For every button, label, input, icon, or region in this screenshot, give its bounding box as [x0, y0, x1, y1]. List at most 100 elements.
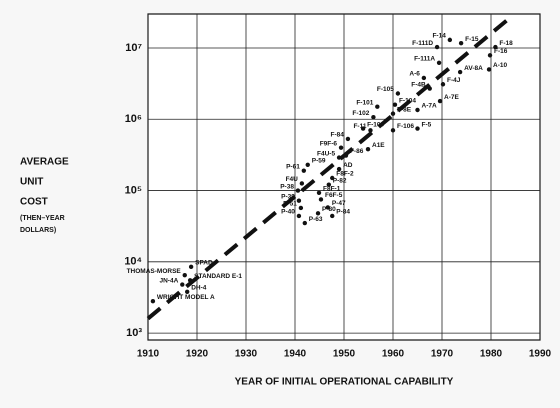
point-label: F-84 — [331, 132, 345, 139]
point-label: F4U-5 — [317, 150, 335, 157]
y-tick-label: 10⁵ — [125, 184, 142, 196]
point-label: A-6 — [409, 71, 420, 78]
data-point — [437, 98, 443, 104]
data-point — [338, 145, 344, 150]
data-point — [185, 289, 190, 294]
data-point — [371, 114, 376, 120]
point-label: F-100 — [367, 121, 384, 128]
point-label: F-14 — [432, 33, 446, 40]
data-point — [493, 44, 498, 50]
x-tick-label: 1910 — [137, 349, 160, 360]
point-label: DH-4 — [191, 284, 207, 291]
data-point — [458, 40, 464, 46]
point-label: F-111D — [412, 40, 433, 47]
data-point — [360, 126, 366, 131]
data-point — [457, 69, 463, 75]
point-label: F8F-1 — [323, 186, 341, 193]
x-tick-label: 1980 — [480, 349, 503, 360]
x-tick-label: 1930 — [235, 349, 258, 360]
x-tick-label: 1940 — [284, 349, 307, 360]
data-point — [487, 53, 493, 58]
data-point — [150, 299, 156, 304]
point-label: F-15 — [465, 36, 479, 43]
point-label: F-111A — [414, 56, 435, 63]
point-label: WRIGHT MODEL A — [157, 294, 215, 301]
data-point — [434, 44, 440, 50]
data-point — [486, 67, 492, 72]
point-label: F-8E — [397, 106, 412, 113]
data-point — [368, 128, 373, 133]
point-label: A-7E — [444, 94, 459, 101]
x-tick-label: 1950 — [333, 349, 356, 360]
data-point — [301, 168, 307, 173]
data-point — [440, 82, 446, 87]
point-label: P-51 — [283, 201, 297, 208]
x-axis-label: YEAR OF INITIAL OPERATIONAL CAPABILITY — [235, 377, 454, 388]
data-point — [392, 102, 398, 107]
data-point — [315, 211, 321, 216]
data-point — [188, 264, 194, 270]
point-label: STANDARD E-1 — [194, 273, 242, 280]
data-point — [299, 181, 305, 186]
point-label: F-101 — [356, 99, 373, 106]
data-point — [421, 75, 427, 81]
data-point — [390, 111, 396, 116]
point-label: AD — [343, 162, 353, 169]
y-axis-label: UNIT — [20, 177, 43, 188]
data-point — [182, 272, 187, 278]
trend-line — [146, 15, 512, 321]
point-label: P-40 — [281, 209, 295, 216]
point-label: A1E — [372, 142, 385, 149]
data-point — [302, 220, 307, 226]
x-tick-label: 1990 — [529, 349, 552, 360]
point-label: P-38 — [280, 183, 294, 190]
y-tick-label: 10⁶ — [125, 113, 142, 125]
y-axis-label: COST — [20, 197, 48, 208]
point-label: P-82 — [333, 177, 347, 184]
x-tick-label: 1920 — [186, 349, 209, 360]
point-label: F4U — [286, 176, 299, 183]
data-point — [436, 60, 442, 66]
point-label: THOMAS-MORSE — [127, 268, 182, 275]
data-point — [365, 147, 371, 152]
point-label: F-4J — [447, 77, 461, 84]
point-label: F6F-5 — [325, 192, 343, 199]
data-point — [415, 126, 420, 131]
point-label: P-39 — [281, 193, 295, 200]
x-tick-label: 1960 — [382, 349, 405, 360]
y-tick-label: 10⁴ — [124, 256, 142, 268]
point-label: SPAD — [195, 260, 213, 267]
point-label: A-10 — [493, 62, 507, 69]
point-label: A-7A — [422, 103, 437, 110]
data-point — [305, 162, 310, 167]
y-tick-label: 10⁷ — [125, 42, 142, 54]
data-point — [295, 188, 301, 193]
x-tick-label: 1970 — [431, 349, 454, 360]
point-label: AV-8A — [464, 65, 483, 72]
data-point — [395, 91, 401, 96]
data-point — [180, 282, 185, 287]
data-point — [415, 107, 420, 113]
data-point — [336, 166, 342, 172]
y-axis-label: AVERAGE — [20, 157, 69, 168]
point-label: F-5 — [422, 121, 432, 128]
point-label: P-80 — [322, 206, 336, 213]
data-point — [326, 182, 332, 187]
data-point — [330, 175, 335, 181]
point-label: JN-4A — [160, 277, 179, 284]
data-point — [375, 104, 380, 109]
data-point — [447, 37, 453, 43]
point-label: P-63 — [309, 216, 323, 223]
point-label: P-61 — [286, 163, 300, 170]
data-point — [298, 205, 304, 211]
data-point — [318, 197, 324, 202]
point-label: F-86 — [350, 148, 364, 155]
point-label: F-105 — [377, 86, 394, 93]
point-label: F-102 — [352, 110, 369, 117]
point-label: F-18 — [499, 40, 513, 47]
data-point — [330, 213, 335, 219]
point-label: F-106 — [397, 123, 414, 130]
y-axis-label: (THEN–YEAR — [20, 215, 65, 222]
y-tick-label: 10³ — [126, 327, 142, 339]
